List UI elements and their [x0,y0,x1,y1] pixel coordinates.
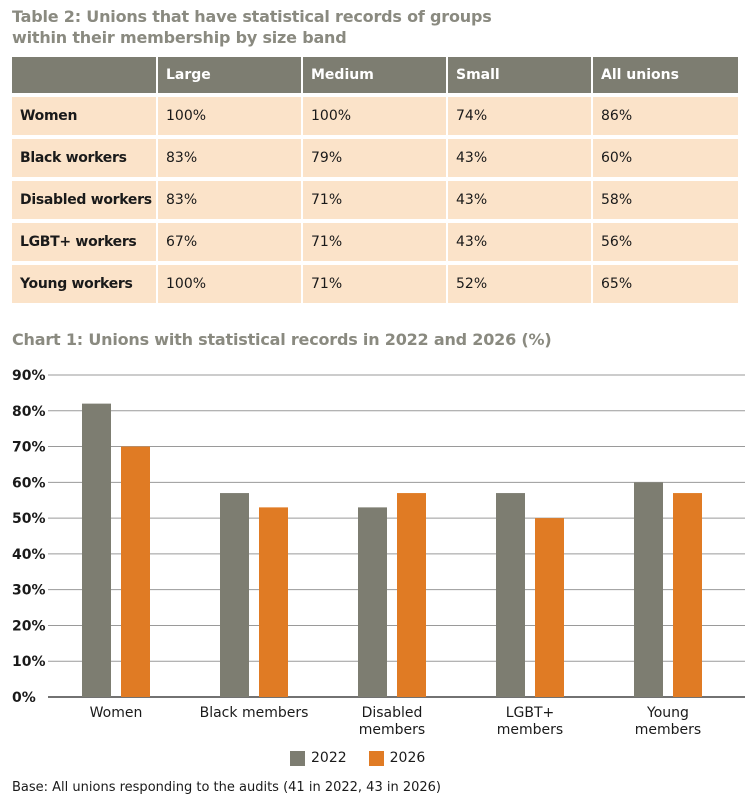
row-label: Black workers [12,135,157,179]
table-cell: 65% [591,261,738,303]
table-header-row: Large Medium Small All unions [12,57,738,95]
header-cell-medium: Medium [301,57,447,95]
table-cell: 43% [446,219,592,263]
y-tick-label: 50% [12,511,46,527]
chart-legend: 2022 2026 [290,750,447,766]
header-cell-large: Large [156,57,302,95]
table-cell: 60% [591,135,738,179]
table-cell: 43% [446,177,592,221]
table-cell: 71% [301,177,447,221]
table-row: Young workers 100% 71% 52% 65% [12,261,738,303]
y-tick-label: 30% [12,583,46,599]
legend-item-2022: 2022 [290,750,347,766]
legend-swatch-2022 [290,750,305,766]
table-row: LGBT+ workers 67% 71% 43% 56% [12,219,738,263]
x-tick-label: Young [646,705,689,721]
table-cell: 100% [156,261,302,303]
x-tick-label: Black members [200,705,309,721]
table-cell: 71% [301,261,447,303]
y-tick-label: 70% [12,440,46,456]
bar-chart: 0% 10% 20% 30% 40% 50% 60% 70% 80% 90% Women Black … [12,368,745,738]
bar-2026 [259,507,288,697]
row-label: Women [12,93,157,137]
y-tick-label: 40% [12,547,46,563]
y-tick-label: 0% [12,690,36,706]
row-label: Young workers [12,261,157,303]
legend-swatch-2026 [368,750,384,766]
table-cell: 71% [301,219,447,263]
base-note: Base: All unions responding to the audit… [12,780,441,795]
row-label: Disabled workers [12,177,157,221]
table-row: Women 100% 100% 74% 86% [12,93,738,137]
x-tick-label: members [359,722,425,738]
x-tick-label: members [635,722,701,738]
table-row: Disabled workers 83% 71% 43% 58% [12,177,738,221]
bar-2022 [358,507,387,697]
table-cell: 43% [446,135,592,179]
bar-2026 [535,518,564,697]
bar-2022 [496,493,525,697]
bar-2026 [673,493,702,697]
table-cell: 67% [156,219,302,263]
table-row: Black workers 83% 79% 43% 60% [12,135,738,179]
table-cell: 58% [591,177,738,221]
y-tick-label: 90% [12,368,46,384]
x-tick-label: Women [90,705,143,721]
table-cell: 74% [446,93,592,137]
table-cell: 83% [156,177,302,221]
table-cell: 100% [301,93,447,137]
bar-2022 [82,403,111,697]
table-cell: 79% [301,135,447,179]
y-tick-label: 60% [12,475,46,491]
legend-label-2026: 2026 [389,750,426,766]
table-cell: 83% [156,135,302,179]
x-tick-label: LGBT+ [506,705,555,721]
bar-2026 [121,446,150,697]
header-cell-small: Small [446,57,592,95]
table-title-line2: within their membership by size band [12,28,347,47]
table-cell: 56% [591,219,738,263]
chart-title: Chart 1: Unions with statistical records… [12,330,552,349]
bar-2026 [397,493,426,697]
legend-label-2022: 2022 [311,750,347,766]
size-band-table: Large Medium Small All unions Women 100%… [12,57,738,303]
y-tick-label: 10% [12,654,46,670]
x-tick-label: members [497,722,563,738]
row-label: LGBT+ workers [12,219,157,263]
legend-item-2026: 2026 [368,750,426,766]
header-cell-blank [12,57,157,95]
bar-2022 [634,482,663,697]
bar-2022 [220,493,249,697]
x-tick-label: Disabled [362,705,423,721]
y-tick-label: 20% [12,618,46,634]
table-title: Table 2: Unions that have statistical re… [12,6,492,48]
table-cell: 100% [156,93,302,137]
table-cell: 86% [591,93,738,137]
y-tick-label: 80% [12,404,46,420]
header-cell-all-unions: All unions [591,57,738,95]
table-title-line1: Table 2: Unions that have statistical re… [12,7,492,26]
table-cell: 52% [446,261,592,303]
